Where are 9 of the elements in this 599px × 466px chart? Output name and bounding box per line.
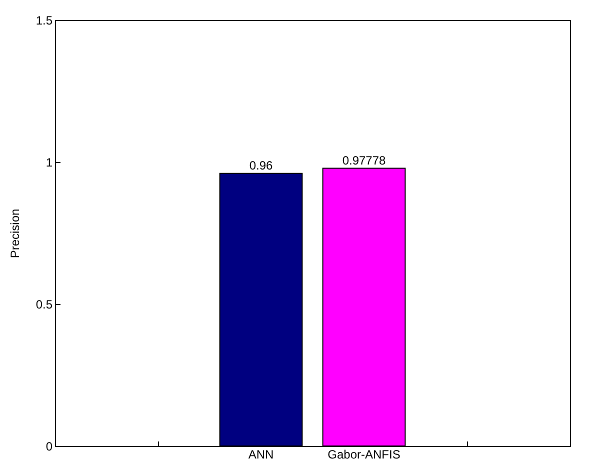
y-tick-label: 0.5	[36, 298, 53, 312]
y-tick-label: 0	[46, 440, 53, 454]
data-label: 0.96	[249, 158, 273, 172]
x-tick-label: ANN	[248, 448, 274, 462]
y-axis-title: Precision	[8, 208, 22, 258]
data-label: 0.97778	[342, 153, 386, 168]
y-tick-label: 1.5	[36, 14, 53, 28]
y-tick-label: 1	[46, 156, 53, 170]
x-tick-label: Gabor-ANFIS	[328, 448, 400, 462]
